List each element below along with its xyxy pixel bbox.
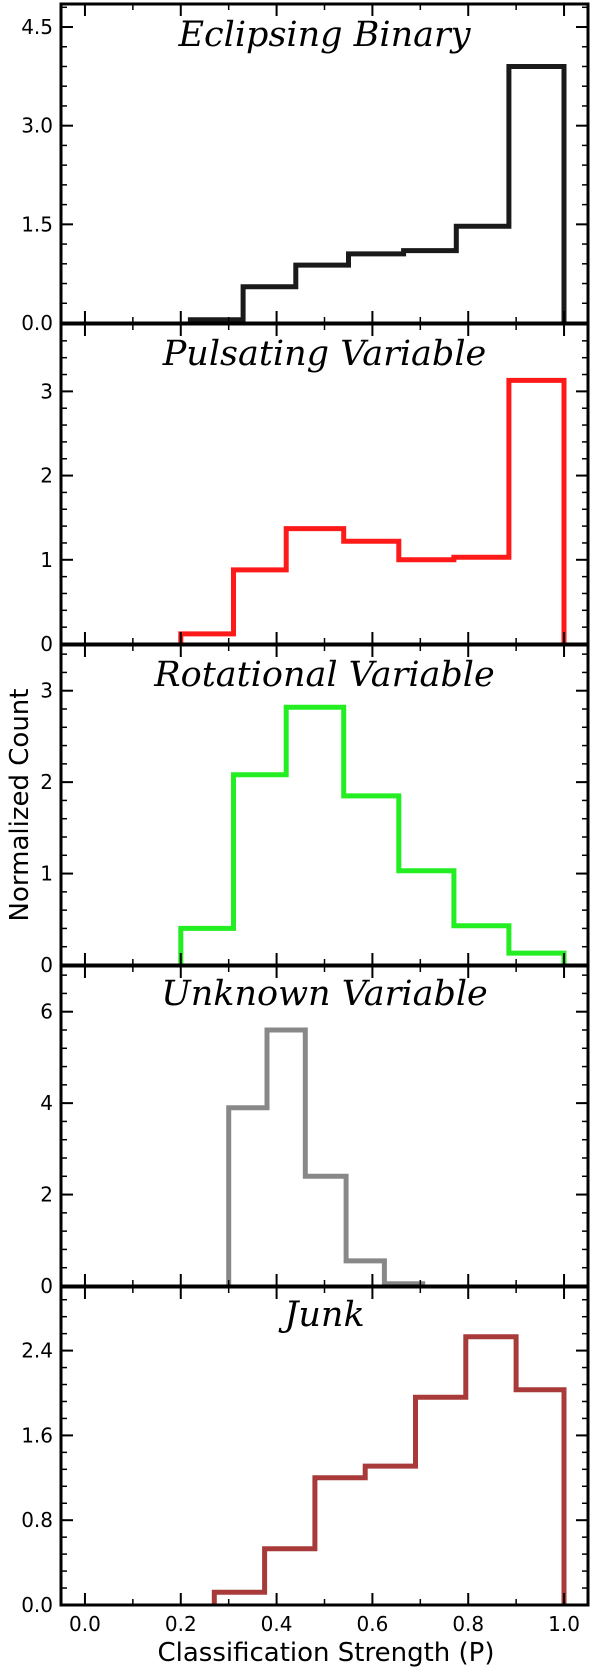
y-tick-label: 0 [40,953,53,977]
x-tick-label: 0.8 [452,1612,484,1636]
panel-frame [59,1285,590,1607]
y-tick-label: 0.0 [21,311,53,335]
y-tick-label: 0 [40,632,53,656]
y-tick-label: 3.0 [21,114,53,138]
y-tick-label: 2.4 [21,1339,53,1363]
y-tick-label: 1.6 [21,1423,53,1447]
panel-4: 0 2 4 6 Unknown Variable [40,964,590,1298]
y-tick-label: 1 [40,548,53,572]
x-tick-label: 0.2 [165,1612,197,1636]
panel-title: Pulsating Variable [162,334,486,374]
y-tick-label: 0.8 [21,1508,53,1532]
panel-title: Rotational Variable [153,655,494,695]
y-tick-label: 2 [40,464,53,488]
x-axis-title: Classification Strength (P) [158,1638,495,1667]
x-tick-label: 0.0 [69,1612,101,1636]
histogram-step-line [226,1027,426,1287]
y-axis-title: Normalized Count [5,689,35,922]
y-tick-label: 6 [40,1000,53,1024]
histogram-step-line [187,64,567,323]
x-tick-label: 0.6 [357,1612,389,1636]
y-tick-label: 0 [40,1274,53,1298]
x-tick-label: 0.4 [261,1612,293,1636]
y-tick-label: 2 [40,1183,53,1207]
panel-5: 0.0 0.8 1.6 2.4 Junk 0.0 0.2 0.4 0.6 0.8 1.0 [21,1285,590,1636]
panel-title: Junk [278,1295,364,1335]
y-tick-label: 3 [40,379,53,403]
histogram-step-line [178,704,567,965]
panel-title: Unknown Variable [161,974,488,1014]
y-tick-label: 1.5 [21,212,53,236]
y-tick-label: 2 [40,770,53,794]
y-tick-label: 1 [40,862,53,886]
panel-2: 0 1 2 3 Pulsating Variable [40,322,590,656]
y-tick-label: 0.0 [21,1593,53,1617]
histogram-step-line [211,1334,567,1605]
y-tick-label: 3 [40,679,53,703]
histogram-step-line [178,377,567,644]
y-tick-label: 4 [40,1091,53,1115]
panel-1: 0.0 1.5 3.0 4.5 Eclipsing Binary [21,2,590,335]
x-tick-label: 1.0 [548,1612,580,1636]
panel-title: Eclipsing Binary [178,15,472,55]
y-tick-label: 4.5 [21,15,53,39]
panel-3: 0 1 2 3 Rotational Variable [40,643,590,977]
panel-frame [59,964,590,1288]
